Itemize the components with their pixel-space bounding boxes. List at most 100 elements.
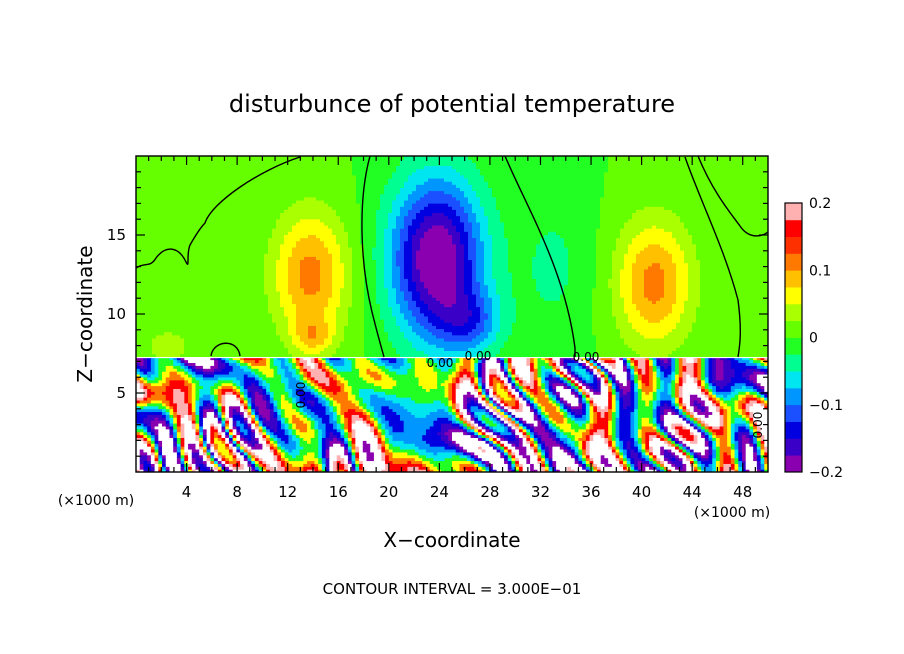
field-cell bbox=[276, 265, 281, 270]
field-cell bbox=[624, 290, 629, 295]
field-cell bbox=[296, 300, 301, 304]
field-cell bbox=[300, 319, 305, 323]
field-cell bbox=[552, 325, 557, 330]
field-cell bbox=[216, 284, 221, 289]
field-cell bbox=[308, 297, 313, 301]
field-cell bbox=[696, 325, 701, 330]
field-cell bbox=[516, 328, 521, 333]
field-cell bbox=[376, 325, 381, 330]
field-cell bbox=[196, 256, 201, 261]
field-cell bbox=[688, 312, 693, 317]
field-cell bbox=[256, 284, 261, 289]
field-cell bbox=[240, 350, 245, 355]
field-cell bbox=[352, 312, 357, 317]
field-cell bbox=[748, 262, 753, 267]
field-cell bbox=[600, 272, 605, 276]
field-cell bbox=[668, 297, 673, 301]
field-cell bbox=[640, 325, 645, 330]
field-cell bbox=[200, 334, 205, 339]
field-cell bbox=[480, 297, 485, 301]
field-cell bbox=[596, 259, 601, 264]
field-cell bbox=[580, 303, 585, 308]
field-cell bbox=[520, 322, 525, 326]
field-cell bbox=[724, 344, 729, 348]
field-cell bbox=[208, 350, 213, 355]
field-cell bbox=[524, 256, 529, 261]
field-cell bbox=[520, 256, 525, 261]
field-cell bbox=[728, 309, 733, 314]
field-cell bbox=[192, 281, 197, 286]
field-cell bbox=[540, 334, 545, 339]
field-cell bbox=[372, 328, 377, 333]
field-cell bbox=[348, 293, 353, 298]
field-cell bbox=[276, 268, 281, 273]
field-cell bbox=[260, 265, 265, 270]
field-cell bbox=[644, 328, 649, 333]
field-cell bbox=[356, 344, 361, 348]
field-cell bbox=[344, 331, 349, 336]
field-cell bbox=[664, 325, 669, 330]
field-cell bbox=[464, 259, 469, 264]
field-cell bbox=[296, 319, 301, 323]
field-cell bbox=[496, 328, 501, 333]
field-cell bbox=[588, 322, 593, 326]
field-cell bbox=[200, 268, 205, 273]
field-cell bbox=[216, 322, 221, 326]
field-cell bbox=[624, 259, 629, 264]
field-cell bbox=[420, 325, 425, 330]
field-cell bbox=[252, 272, 257, 276]
field-cell bbox=[420, 303, 425, 308]
field-cell bbox=[216, 262, 221, 267]
field-cell bbox=[304, 331, 309, 336]
field-cell bbox=[520, 353, 525, 358]
field-cell bbox=[708, 265, 713, 270]
field-cell bbox=[308, 293, 313, 298]
field-cell bbox=[620, 265, 625, 270]
field-cell bbox=[652, 278, 657, 283]
field-cell bbox=[692, 315, 697, 320]
field-cell bbox=[500, 325, 505, 330]
field-cell bbox=[156, 284, 161, 289]
field-cell bbox=[184, 268, 189, 273]
field-cell bbox=[552, 259, 557, 264]
field-cell bbox=[388, 259, 393, 264]
field-cell bbox=[412, 281, 417, 286]
field-cell bbox=[184, 331, 189, 336]
field-cell bbox=[544, 278, 549, 283]
field-cell bbox=[412, 312, 417, 317]
field-cell bbox=[548, 265, 553, 270]
field-cell bbox=[644, 262, 649, 267]
field-cell bbox=[620, 262, 625, 267]
field-cell bbox=[700, 293, 705, 298]
field-cell bbox=[552, 300, 557, 304]
field-cell bbox=[732, 347, 737, 351]
field-cell bbox=[648, 337, 653, 342]
field-cell bbox=[740, 259, 745, 264]
field-cell bbox=[424, 256, 429, 261]
field-cell bbox=[236, 268, 241, 273]
field-cell bbox=[608, 315, 613, 320]
field-cell bbox=[300, 284, 305, 289]
field-cell bbox=[332, 284, 337, 289]
field-cell bbox=[260, 309, 265, 314]
field-cell bbox=[500, 337, 505, 342]
field-cell bbox=[444, 322, 449, 326]
field-cell bbox=[384, 315, 389, 320]
field-cell bbox=[284, 322, 289, 326]
field-cell bbox=[288, 331, 293, 336]
field-cell bbox=[176, 309, 181, 314]
field-cell bbox=[172, 347, 177, 351]
field-cell bbox=[688, 275, 693, 279]
field-cell bbox=[208, 315, 213, 320]
field-cell bbox=[168, 344, 173, 348]
field-cell bbox=[664, 275, 669, 279]
field-cell bbox=[448, 281, 453, 286]
field-cell bbox=[172, 259, 177, 264]
field-cell bbox=[404, 303, 409, 308]
field-cell bbox=[364, 334, 369, 339]
field-cell bbox=[232, 297, 237, 301]
field-cell bbox=[620, 350, 625, 355]
field-cell bbox=[484, 322, 489, 326]
field-cell bbox=[660, 265, 665, 270]
field-cell bbox=[716, 331, 721, 336]
